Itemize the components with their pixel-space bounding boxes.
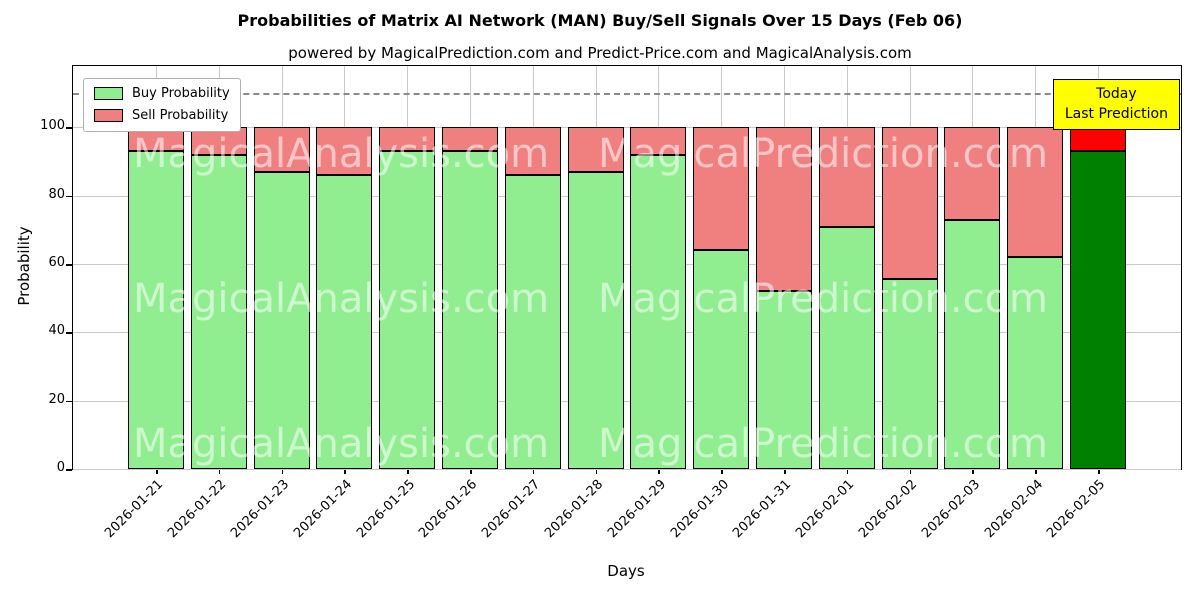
x-tick-label: 2026-02-03: [918, 477, 983, 542]
x-tick-mark: [344, 469, 346, 474]
x-tick-label: 2026-01-27: [479, 477, 544, 542]
y-tick-mark: [66, 127, 72, 129]
bar-segment-buy: [316, 175, 373, 469]
x-tick-mark: [721, 469, 723, 474]
bar-segment-buy: [881, 279, 938, 469]
y-tick-label: 60: [48, 255, 65, 271]
bar-segment-sell: [379, 127, 436, 152]
x-tick-mark: [658, 469, 660, 474]
bar-segment-sell: [504, 127, 561, 176]
bar-segment-buy: [756, 291, 812, 469]
x-tick-mark: [1098, 469, 1100, 474]
x-tick-label: 2026-02-02: [856, 477, 921, 542]
x-tick-label: 2026-01-31: [730, 477, 795, 542]
x-tick-label: 2026-01-23: [228, 477, 293, 542]
x-tick-mark: [532, 469, 535, 474]
bar-segment-sell: [881, 127, 938, 280]
x-tick-label: 2026-01-28: [542, 477, 607, 542]
bar-segment-buy: [1007, 257, 1064, 469]
y-tick-label: 20: [48, 391, 65, 407]
bar-segment-buy: [630, 154, 687, 469]
x-tick-mark: [846, 469, 849, 474]
x-tick-mark: [281, 469, 284, 474]
bar-segment-buy: [442, 151, 498, 469]
chart-title: Probabilities of Matrix AI Network (MAN)…: [237, 11, 963, 30]
y-tick-mark: [66, 332, 72, 334]
bar-segment-buy: [693, 250, 750, 469]
y-tick-label: 80: [48, 186, 65, 202]
bar-segment-sell: [1007, 127, 1064, 258]
y-gridline: [73, 264, 1181, 266]
today-annotation: Today Last Prediction: [1052, 79, 1180, 131]
bar-segment-buy: [253, 171, 310, 469]
y-tick-label: 100: [40, 118, 65, 134]
bar-segment-buy: [379, 151, 436, 469]
legend: Buy Probability Sell Probability: [83, 78, 241, 132]
threshold-dashed-line: [73, 93, 1181, 96]
x-tick-label: 2026-02-05: [1044, 477, 1109, 542]
y-tick-mark: [66, 264, 72, 266]
x-tick-mark: [595, 469, 598, 474]
y-gridline: [73, 400, 1181, 402]
today-annotation-line1: Today: [1096, 86, 1137, 102]
bar-segment-buy: [190, 154, 247, 469]
x-tick-label: 2026-01-30: [667, 477, 732, 542]
x-tick-label: 2026-01-25: [353, 477, 418, 542]
bar-segment-sell: [630, 127, 687, 155]
x-tick-mark: [218, 469, 221, 474]
bar-segment-sell: [944, 127, 1001, 220]
bar-segment-buy: [567, 171, 624, 469]
x-tick-mark: [972, 469, 974, 474]
sell-color-patch: [94, 109, 123, 122]
x-tick-mark: [1035, 469, 1037, 474]
bar-segment-sell: [442, 127, 498, 152]
bar-segment-sell: [693, 127, 750, 251]
x-tick-label: 2026-02-01: [793, 477, 858, 542]
x-tick-mark: [470, 469, 472, 474]
x-tick-mark: [407, 469, 409, 474]
chart-subtitle: powered by MagicalPrediction.com and Pre…: [288, 44, 912, 62]
bar-segment-buy: [128, 151, 184, 469]
x-tick-label: 2026-01-29: [604, 477, 669, 542]
bar-segment-buy: [1070, 151, 1126, 469]
bar-segment-sell: [253, 127, 310, 172]
y-gridline: [73, 469, 1181, 470]
bar-segment-sell: [316, 127, 373, 176]
bar-segment-sell: [1070, 127, 1126, 152]
y-gridline: [73, 332, 1181, 334]
x-tick-label: 2026-01-21: [102, 477, 167, 542]
y-tick-label: 40: [48, 323, 65, 339]
x-axis-label: Days: [607, 562, 645, 580]
legend-item-sell: Sell Probability: [94, 108, 230, 123]
y-gridline: [73, 127, 1181, 129]
today-annotation-line2: Last Prediction: [1064, 105, 1168, 122]
x-tick-mark: [909, 469, 912, 474]
y-tick-mark: [66, 469, 72, 471]
y-tick-mark: [66, 195, 72, 198]
x-tick-label: 2026-01-24: [290, 477, 355, 542]
legend-label-buy: Buy Probability: [132, 86, 230, 101]
x-tick-label: 2026-01-26: [416, 477, 481, 542]
y-tick-mark: [66, 400, 72, 403]
bar-segment-buy: [944, 219, 1001, 469]
legend-label-sell: Sell Probability: [132, 108, 229, 123]
bar-segment-buy: [818, 226, 875, 469]
bar-segment-sell: [567, 127, 624, 172]
x-tick-label: 2026-01-22: [165, 477, 230, 542]
y-gridline: [73, 195, 1181, 197]
buy-color-patch: [94, 87, 123, 100]
y-tick-label: 0: [56, 460, 65, 475]
x-tick-mark: [156, 469, 158, 474]
bar-segment-sell: [818, 127, 875, 227]
bar-segment-buy: [504, 175, 561, 469]
legend-item-buy: Buy Probability: [94, 86, 230, 101]
plot-area: Buy Probability Sell Probability Today L…: [40, 65, 1182, 541]
x-tick-mark: [784, 469, 786, 474]
bar-segment-sell: [756, 127, 812, 292]
x-tick-label: 2026-02-04: [981, 477, 1046, 542]
